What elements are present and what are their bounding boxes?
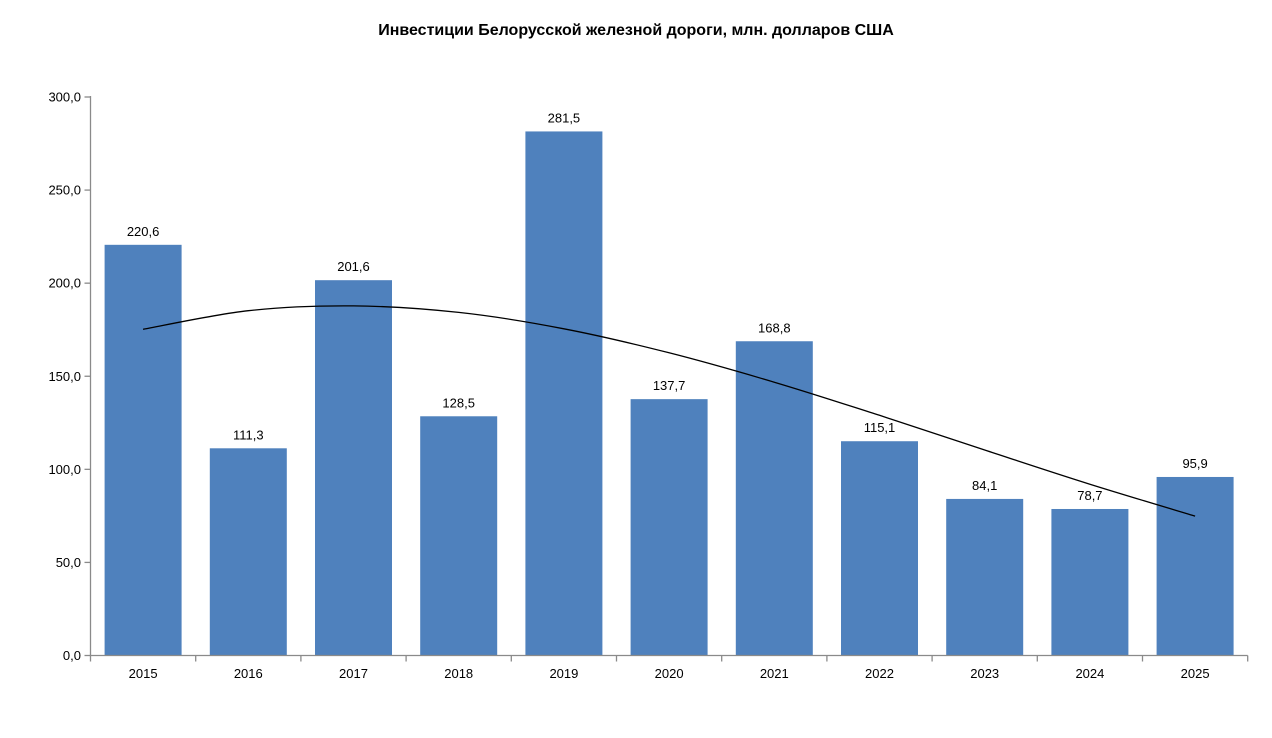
bar-2025 xyxy=(1156,476,1234,656)
y-axis-label: 200,0 xyxy=(48,276,81,291)
bar-value-label: 220,6 xyxy=(127,224,160,239)
bar-value-label: 128,5 xyxy=(442,395,475,410)
x-axis-label-2024: 2024 xyxy=(1075,666,1104,681)
y-axis-label: 0,0 xyxy=(63,648,81,663)
bar-value-label: 168,8 xyxy=(758,320,791,335)
x-axis-label-2019: 2019 xyxy=(549,666,578,681)
chart-title: Инвестиции Белорусской железной дороги, … xyxy=(378,22,894,39)
y-axis-label: 100,0 xyxy=(48,462,81,477)
bar-2023 xyxy=(946,498,1024,656)
x-axis-label-2025: 2025 xyxy=(1181,666,1210,681)
bar-2016 xyxy=(209,448,287,656)
x-axis-label-2021: 2021 xyxy=(760,666,789,681)
x-axis-label-2015: 2015 xyxy=(129,666,158,681)
bar-2017 xyxy=(315,280,392,656)
x-axis-label-2020: 2020 xyxy=(655,666,684,681)
bar-value-label: 201,6 xyxy=(337,259,370,274)
bar-2019 xyxy=(525,131,603,656)
bar-2018 xyxy=(420,416,498,656)
x-axis-label-2023: 2023 xyxy=(970,666,999,681)
bar-2022 xyxy=(841,441,918,656)
bar-value-label: 281,5 xyxy=(548,110,581,125)
bar-value-label: 111,3 xyxy=(233,427,264,442)
bar-value-label: 78,7 xyxy=(1077,488,1102,503)
y-axis-label: 150,0 xyxy=(48,369,81,384)
bar-value-label: 137,7 xyxy=(653,378,686,393)
bar-value-label: 84,1 xyxy=(972,478,997,493)
x-axis-label-2017: 2017 xyxy=(339,666,368,681)
y-axis-label: 50,0 xyxy=(56,555,81,570)
y-axis-label: 300,0 xyxy=(48,90,81,105)
x-axis-label-2018: 2018 xyxy=(444,666,473,681)
bar-2015 xyxy=(104,244,182,656)
bar-2020 xyxy=(630,399,708,656)
bar-value-label: 95,9 xyxy=(1182,456,1207,471)
y-axis-label: 250,0 xyxy=(48,183,81,198)
polynomial-trendline xyxy=(142,305,1196,517)
x-axis-label-2022: 2022 xyxy=(865,666,894,681)
bar-2024 xyxy=(1051,508,1129,656)
bar-2021 xyxy=(735,341,813,656)
x-axis-label-2016: 2016 xyxy=(234,666,263,681)
bar-value-label: 115,1 xyxy=(864,420,896,435)
